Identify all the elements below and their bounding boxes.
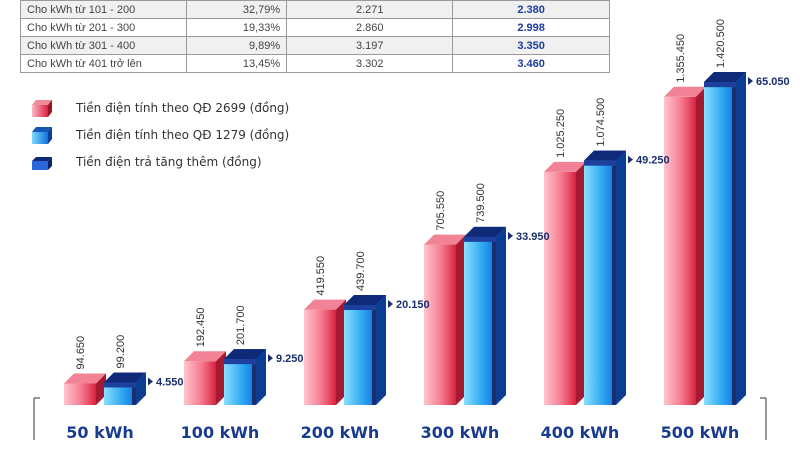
bar-increase [704, 72, 746, 406]
value-label-2699: 419.550 [315, 256, 327, 296]
legend-item-increase: Tiền điện trả tăng thêm (đồng) [30, 152, 290, 179]
bar-increase [104, 372, 146, 405]
dark-blue-cube-icon [32, 157, 52, 170]
increase-arrow-icon [628, 155, 633, 164]
legend-label-increase: Tiền điện trả tăng thêm (đồng) [76, 155, 262, 169]
rate-table-cell: 2.860 [286, 18, 454, 37]
bar-increase [464, 226, 506, 405]
bar-1279 [344, 295, 386, 405]
increase-label: 4.550 [156, 376, 184, 388]
increase-label: 33.950 [516, 231, 550, 243]
rate-table-cell: 3.302 [286, 54, 454, 73]
bar-increase [344, 295, 386, 405]
increase-label: 9.250 [276, 353, 304, 365]
bar-2699 [184, 351, 226, 405]
increase-label: 20.150 [396, 299, 430, 311]
rate-table-cell: 3.197 [286, 36, 454, 55]
increase-label: 49.250 [636, 155, 670, 167]
category-label: 50 kWh [66, 423, 134, 442]
rate-table-row: Cho kWh từ 301 - 400 9,89% 3.197 3.350 [20, 36, 610, 55]
bar-increase [584, 150, 626, 405]
rate-table-cell: Cho kWh từ 401 trở lên [20, 54, 187, 73]
blue-cube-icon [32, 127, 52, 144]
rate-table-row: Cho kWh từ 401 trở lên 13,45% 3.302 3.460 [20, 54, 610, 73]
increase-label: 65.050 [756, 76, 790, 88]
legend-item-1279: Tiền điện tính theo QĐ 1279 (đồng) [30, 125, 290, 152]
rate-table-cell: 13,45% [185, 54, 288, 73]
rate-table-cell: Cho kWh từ 301 - 400 [20, 36, 187, 55]
increase-arrow-icon [268, 354, 273, 363]
value-label-2699: 1.355.450 [675, 34, 687, 83]
bar-increase [224, 349, 266, 405]
rate-table-cell: 9,89% [185, 36, 288, 55]
category-label: 300 kWh [421, 423, 500, 442]
increase-arrow-icon [388, 300, 393, 309]
increase-arrow-icon [148, 377, 153, 386]
bar-2699 [424, 234, 466, 405]
value-label-1279: 201.700 [235, 305, 247, 345]
value-label-1279: 99.200 [115, 335, 127, 369]
increase-arrow-icon [508, 231, 513, 240]
rate-table-cell: 3.460 [452, 54, 610, 73]
category-label: 200 kWh [301, 423, 380, 442]
bar-2699 [64, 373, 106, 405]
bar-2699 [304, 299, 346, 405]
rate-table-container: Cho kWh từ 101 - 200 32,79% 2.271 2.380 Cho … [20, 0, 610, 73]
category-label: 400 kWh [541, 423, 620, 442]
rate-table-cell: 2.271 [286, 0, 454, 19]
rate-table-cell: Cho kWh từ 101 - 200 [20, 0, 187, 19]
value-label-2699: 192.450 [195, 307, 207, 347]
increase-arrow-icon [748, 77, 753, 85]
legend-item-2699: Tiền điện tính theo QĐ 2699 (đồng) [30, 98, 290, 125]
value-label-1279: 439.700 [355, 251, 367, 291]
rate-table: Cho kWh từ 101 - 200 32,79% 2.271 2.380 Cho … [20, 0, 610, 73]
legend-label-2699: Tiền điện tính theo QĐ 2699 (đồng) [76, 101, 290, 115]
chart-legend: Tiền điện tính theo QĐ 2699 (đồng) Tiền … [30, 98, 290, 179]
value-label-1279: 1.074.500 [595, 98, 607, 147]
category-label: 100 kWh [181, 423, 260, 442]
value-label-2699: 1.025.250 [555, 109, 567, 158]
bar-1279 [704, 72, 746, 405]
value-label-2699: 94.650 [75, 336, 87, 370]
rate-table-cell: 32,79% [185, 0, 288, 19]
rate-table-row: Cho kWh từ 101 - 200 32,79% 2.271 2.380 [20, 0, 610, 19]
bar-1279 [584, 150, 626, 405]
red-cube-icon [32, 100, 52, 117]
value-label-2699: 705.550 [435, 191, 447, 231]
value-label-1279: 739.500 [475, 183, 487, 223]
category-label: 500 kWh [661, 423, 740, 442]
rate-table-cell: 3.350 [452, 36, 610, 55]
bar-2699 [664, 86, 706, 405]
bar-2699 [544, 161, 586, 405]
legend-label-1279: Tiền điện tính theo QĐ 1279 (đồng) [76, 128, 290, 142]
value-label-1279: 1.420.500 [715, 19, 727, 68]
bar-1279 [224, 349, 266, 405]
bar-1279 [464, 226, 506, 405]
